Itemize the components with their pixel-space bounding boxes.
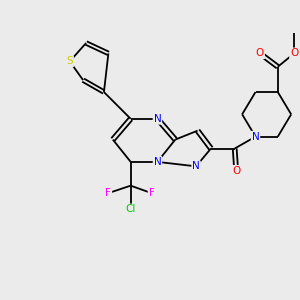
Text: Cl: Cl xyxy=(125,204,136,214)
Text: N: N xyxy=(154,157,161,167)
Text: N: N xyxy=(192,161,200,171)
Text: S: S xyxy=(66,56,73,66)
Text: N: N xyxy=(252,132,260,142)
Text: O: O xyxy=(290,48,298,59)
Text: F: F xyxy=(106,188,111,198)
Text: N: N xyxy=(154,114,161,124)
Text: O: O xyxy=(256,48,264,59)
Text: F: F xyxy=(148,188,154,198)
Text: O: O xyxy=(232,166,240,176)
